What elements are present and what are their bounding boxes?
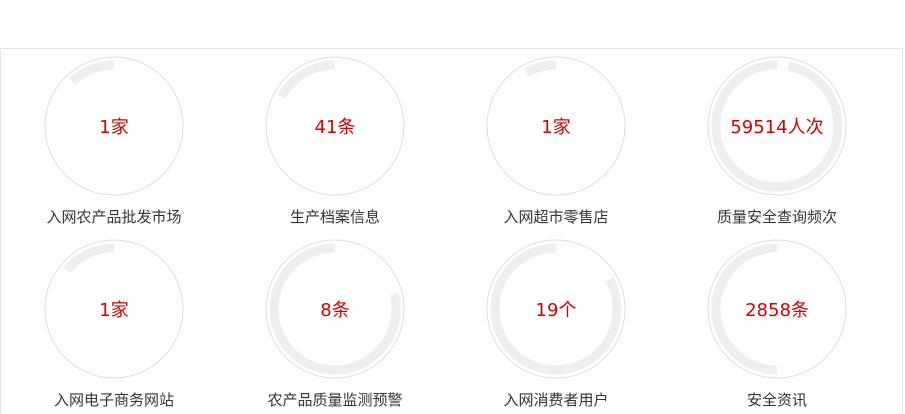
ring-track-arc	[490, 60, 622, 192]
progress-ring	[707, 56, 847, 196]
ring-svg	[486, 239, 626, 379]
stat-value: 59514人次	[730, 117, 824, 138]
ring-svg	[265, 56, 405, 196]
ring-track-arc	[269, 60, 401, 192]
ring-svg	[707, 56, 847, 196]
ring-outline	[44, 56, 184, 196]
stat-label: 安全资讯	[746, 391, 807, 409]
stats-panel: 1家 入网农产品批发市场 41条 生产档案信息 1家 入网超市零售店 59514…	[0, 48, 903, 414]
stat-value: 8条	[320, 300, 350, 321]
progress-ring	[486, 239, 626, 379]
ring-outline	[486, 239, 626, 379]
ring-svg	[265, 239, 405, 379]
progress-ring	[44, 56, 184, 196]
ring-outline	[265, 56, 405, 196]
stat-value: 41条	[314, 117, 356, 138]
stat-label: 农产品质量监测预警	[267, 391, 403, 409]
ring-track-arc	[269, 243, 401, 375]
stat-label: 入网电子商务网站	[53, 391, 174, 409]
stat-value: 19个	[535, 300, 577, 321]
ring-svg	[44, 56, 184, 196]
ring-svg	[486, 56, 626, 196]
stat-value: 1家	[99, 117, 129, 138]
progress-ring	[707, 239, 847, 379]
progress-ring	[265, 239, 405, 379]
ring-outline	[44, 239, 184, 379]
progress-ring	[265, 56, 405, 196]
stat-value: 2858条	[745, 300, 809, 321]
ring-outline	[707, 56, 847, 196]
stat-label: 质量安全查询频次	[716, 208, 837, 226]
ring-track-arc	[48, 60, 180, 192]
stat-label: 入网超市零售店	[503, 208, 609, 226]
ring-track-arc	[48, 243, 180, 375]
ring-outline	[265, 239, 405, 379]
ring-svg	[707, 239, 847, 379]
ring-outline	[707, 239, 847, 379]
stat-label: 入网农产品批发市场	[46, 208, 182, 226]
ring-svg	[44, 239, 184, 379]
progress-ring	[44, 239, 184, 379]
stat-label: 生产档案信息	[289, 208, 380, 226]
stat-value: 1家	[541, 117, 571, 138]
stat-label: 入网消费者用户	[503, 391, 609, 409]
ring-track-arc	[711, 243, 843, 375]
progress-ring	[486, 56, 626, 196]
ring-track-arc	[490, 243, 622, 375]
ring-outline	[486, 56, 626, 196]
stat-value: 1家	[99, 300, 129, 321]
